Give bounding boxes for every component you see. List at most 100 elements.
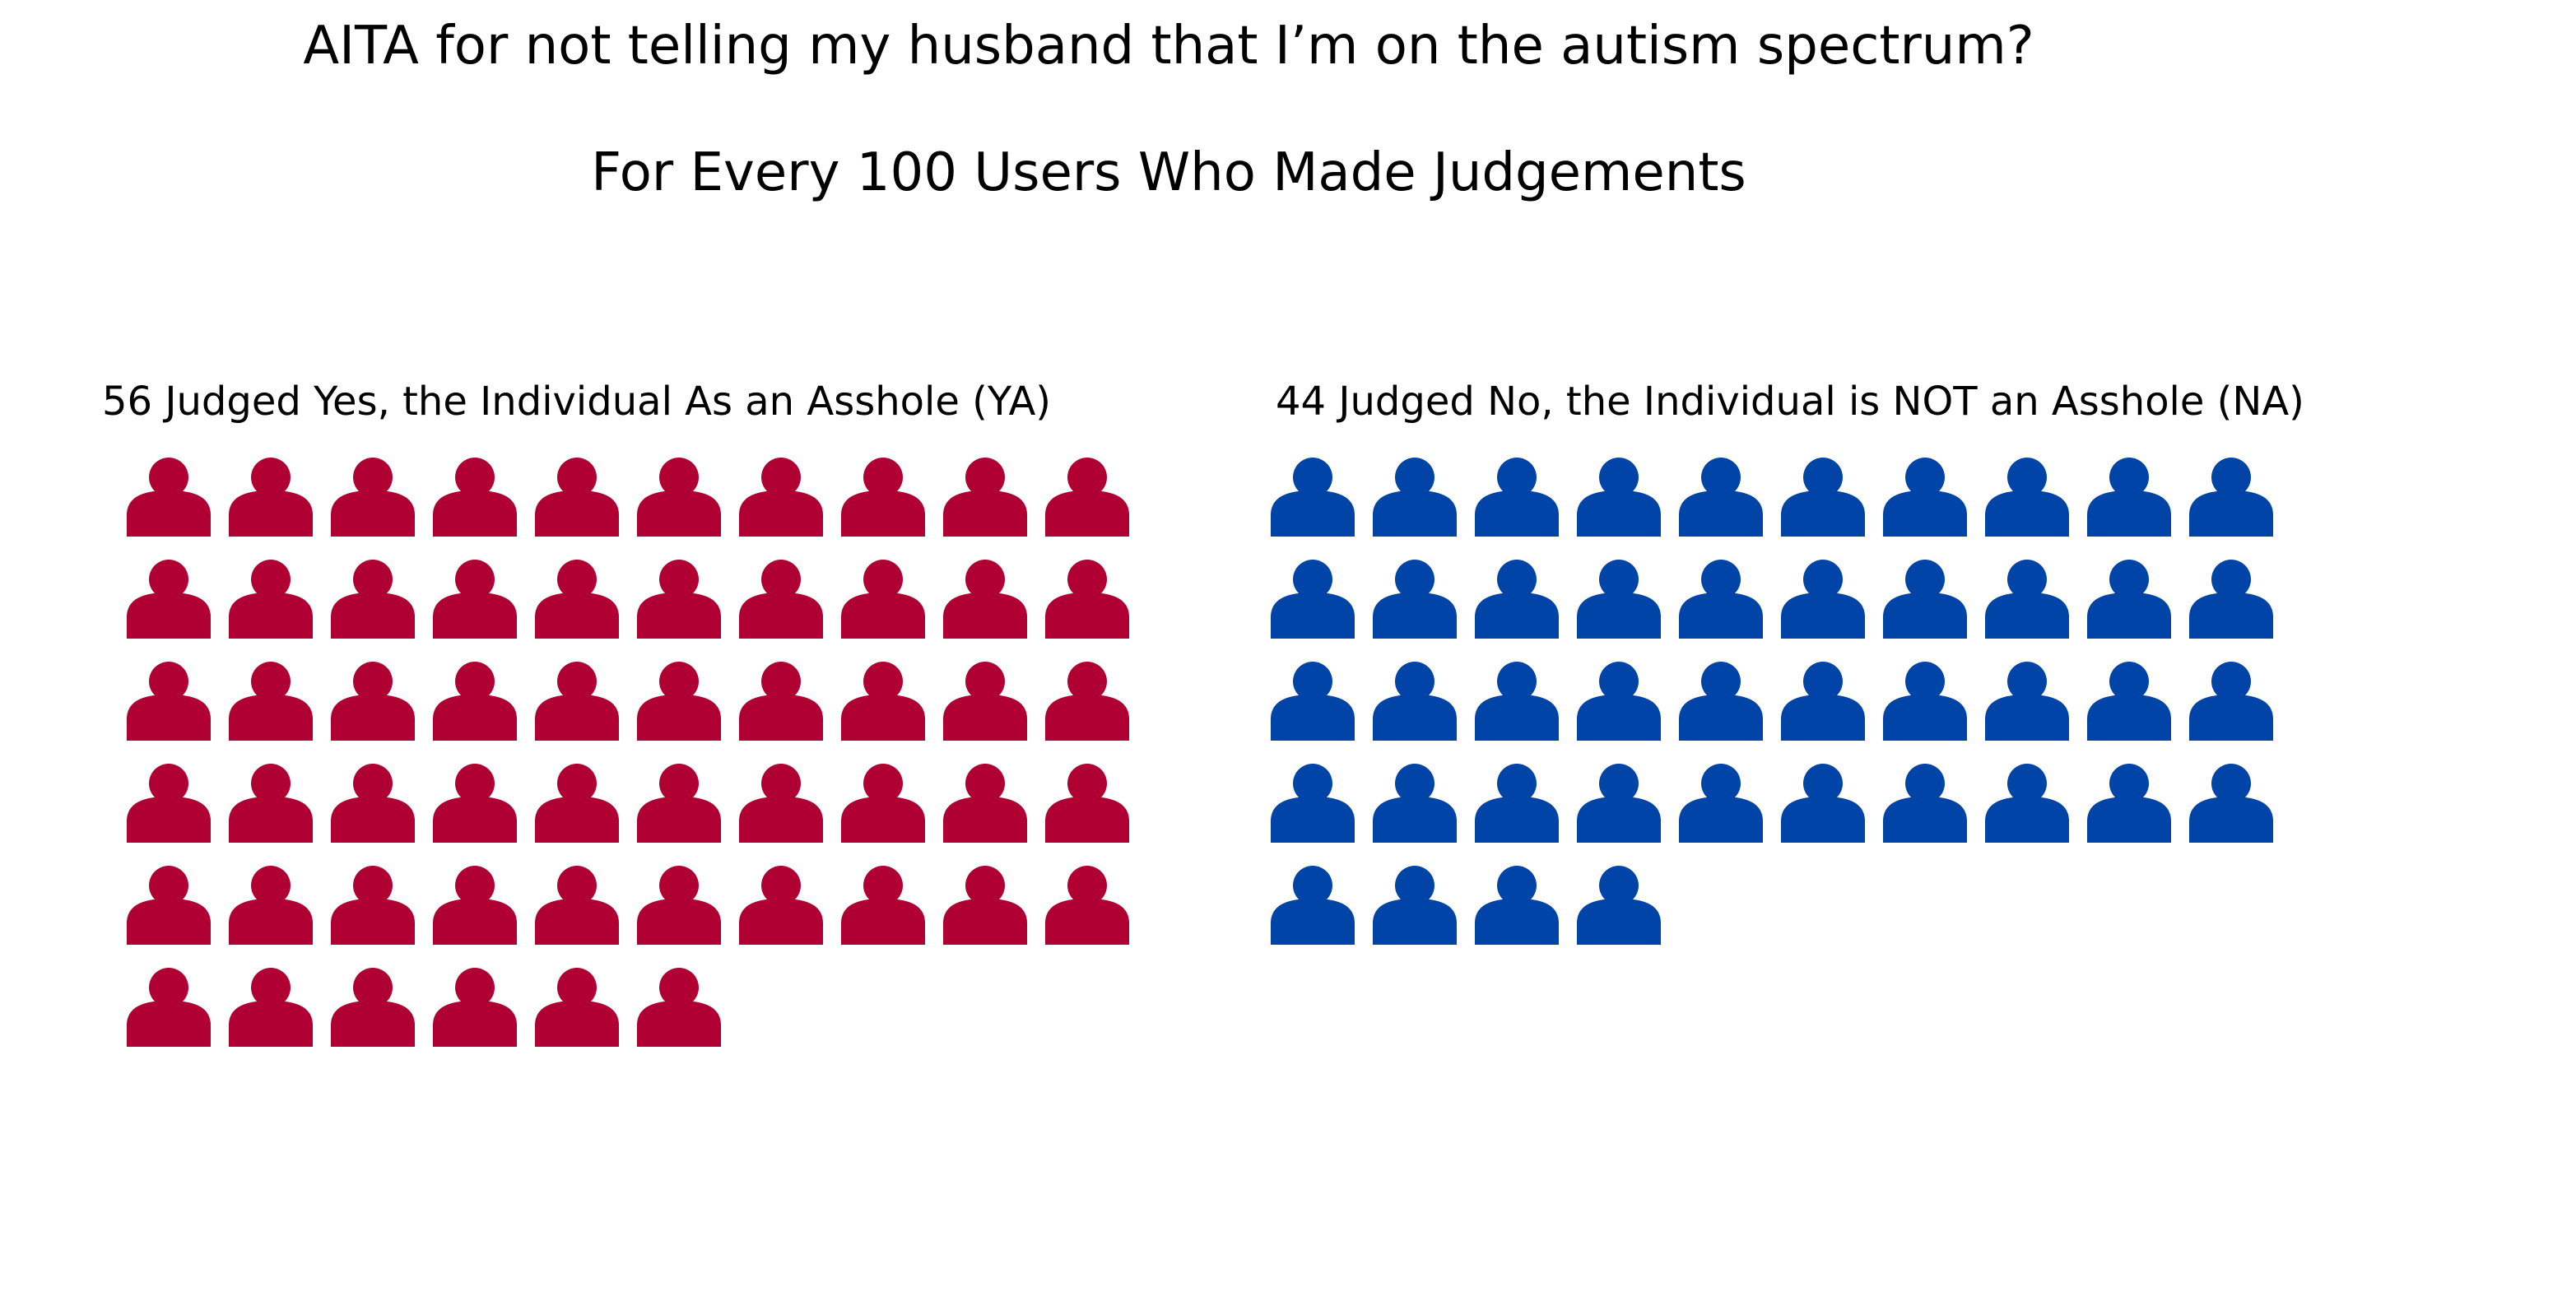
ya-person-icon bbox=[331, 866, 415, 945]
person-icon-head bbox=[149, 560, 188, 599]
person-icon-head bbox=[761, 662, 801, 701]
person-icon-head bbox=[659, 662, 699, 701]
person-icon-head bbox=[1293, 866, 1332, 905]
ya-person-icon bbox=[637, 662, 721, 741]
na-person-icon bbox=[2087, 764, 2171, 843]
person-icon-head bbox=[1067, 866, 1107, 905]
person-icon-head bbox=[557, 764, 597, 803]
na-person-icon bbox=[1883, 458, 1967, 537]
person-icon-body bbox=[1883, 490, 1967, 537]
person-icon-head bbox=[1497, 764, 1537, 803]
ya-person-icon bbox=[1045, 662, 1129, 741]
na-person-icon bbox=[1883, 662, 1967, 741]
person-icon-body bbox=[535, 1001, 619, 1047]
ya-person-icon bbox=[841, 662, 925, 741]
na-person-icon bbox=[2189, 662, 2273, 741]
na-person-icon bbox=[1475, 866, 1559, 945]
ya-person-icon bbox=[535, 968, 619, 1047]
na-person-icon bbox=[1271, 560, 1355, 639]
person-icon-head bbox=[2211, 764, 2251, 803]
person-icon-body bbox=[433, 1001, 517, 1047]
na-person-icon bbox=[1781, 560, 1865, 639]
person-icon-head bbox=[149, 662, 188, 701]
ya-person-icon bbox=[943, 764, 1027, 843]
na-person-icon bbox=[1271, 458, 1355, 537]
person-icon-body bbox=[637, 1001, 721, 1047]
person-icon-head bbox=[251, 560, 291, 599]
na-person-icon bbox=[1271, 764, 1355, 843]
person-icon-head bbox=[863, 764, 903, 803]
person-icon-body bbox=[535, 899, 619, 945]
person-icon-head bbox=[2109, 764, 2149, 803]
na-person-icon bbox=[1373, 866, 1457, 945]
person-icon-head bbox=[557, 968, 597, 1007]
person-icon-head bbox=[1497, 866, 1537, 905]
person-icon-head bbox=[965, 866, 1005, 905]
ya-person-icon bbox=[535, 764, 619, 843]
person-icon-head bbox=[455, 662, 495, 701]
person-icon-head bbox=[1803, 560, 1843, 599]
person-icon-body bbox=[1373, 695, 1457, 741]
person-icon-body bbox=[1475, 593, 1559, 639]
person-icon-body bbox=[2189, 593, 2273, 639]
person-icon-head bbox=[1599, 458, 1639, 497]
ya-person-icon bbox=[943, 866, 1027, 945]
person-icon-body bbox=[1679, 490, 1763, 537]
person-icon-head bbox=[761, 866, 801, 905]
person-icon-head bbox=[1395, 866, 1434, 905]
person-icon-body bbox=[739, 797, 823, 843]
person-icon-body bbox=[2087, 695, 2171, 741]
person-icon-body bbox=[2087, 797, 2171, 843]
person-icon-body bbox=[1577, 695, 1661, 741]
person-icon-body bbox=[1271, 797, 1355, 843]
na-person-icon bbox=[1577, 866, 1661, 945]
ya-person-icon bbox=[943, 458, 1027, 537]
person-icon-head bbox=[1067, 560, 1107, 599]
person-icon-body bbox=[1045, 490, 1129, 537]
na-person-icon bbox=[1781, 764, 1865, 843]
ya-person-icon bbox=[127, 560, 211, 639]
na-person-icon bbox=[1679, 560, 1763, 639]
person-icon-body bbox=[535, 797, 619, 843]
person-icon-head bbox=[1067, 458, 1107, 497]
na-person-icon bbox=[1577, 662, 1661, 741]
person-icon-body bbox=[433, 490, 517, 537]
na-person-icon bbox=[1883, 560, 1967, 639]
na-person-icon bbox=[1679, 458, 1763, 537]
person-icon-body bbox=[739, 593, 823, 639]
person-icon-body bbox=[841, 695, 925, 741]
person-icon-head bbox=[659, 458, 699, 497]
person-icon-body bbox=[433, 695, 517, 741]
person-icon-body bbox=[841, 593, 925, 639]
person-icon-body bbox=[127, 695, 211, 741]
ya-person-icon bbox=[433, 968, 517, 1047]
na-person-icon bbox=[1271, 662, 1355, 741]
chart-title: AITA for not telling my husband that I’m… bbox=[303, 16, 2034, 77]
person-icon-head bbox=[1599, 560, 1639, 599]
person-icon-body bbox=[1883, 695, 1967, 741]
ya-group-label: 56 Judged Yes, the Individual As an Assh… bbox=[102, 379, 1052, 425]
na-person-icon bbox=[2087, 662, 2171, 741]
ya-person-icon bbox=[637, 560, 721, 639]
person-icon-body bbox=[637, 593, 721, 639]
ya-person-icon bbox=[1045, 458, 1129, 537]
person-icon-head bbox=[149, 458, 188, 497]
person-icon-head bbox=[863, 560, 903, 599]
ya-person-icon bbox=[637, 764, 721, 843]
ya-person-icon bbox=[229, 764, 313, 843]
na-person-icon bbox=[1577, 458, 1661, 537]
ya-person-icon bbox=[331, 968, 415, 1047]
person-icon-body bbox=[535, 695, 619, 741]
ya-person-icon bbox=[433, 764, 517, 843]
person-icon-head bbox=[2211, 560, 2251, 599]
na-person-icon bbox=[1577, 560, 1661, 639]
na-person-icon bbox=[1373, 560, 1457, 639]
person-icon-head bbox=[2109, 458, 2149, 497]
person-icon-head bbox=[2007, 662, 2047, 701]
person-icon-body bbox=[1045, 593, 1129, 639]
person-icon-head bbox=[1293, 662, 1332, 701]
person-icon-head bbox=[1905, 662, 1945, 701]
person-icon-body bbox=[1577, 593, 1661, 639]
ya-person-icon bbox=[841, 764, 925, 843]
